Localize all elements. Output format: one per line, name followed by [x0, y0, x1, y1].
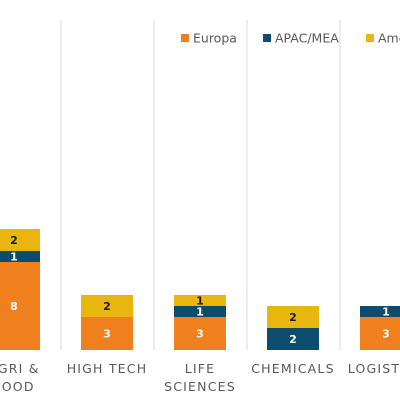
bar-segment — [267, 306, 319, 328]
data-label: 1 — [10, 251, 18, 264]
bar-segment — [174, 306, 226, 317]
data-label: 2 — [289, 311, 297, 324]
category-label: LIFE — [185, 361, 216, 376]
data-label: 1 — [196, 306, 204, 319]
legend-swatch — [366, 34, 374, 42]
bar-stacks — [0, 229, 400, 350]
legend-swatch — [263, 34, 271, 42]
category-label: HIGH TECH — [67, 361, 148, 376]
category-label: SCIENCES — [164, 379, 236, 394]
data-label: 3 — [382, 328, 390, 341]
data-label: 2 — [289, 333, 297, 346]
bar-segment — [360, 317, 400, 350]
legend-label: Europa — [193, 31, 237, 46]
data-label: 8 — [10, 300, 18, 313]
bar-segment — [267, 328, 319, 350]
data-label: 2 — [103, 300, 111, 313]
bar-segment — [0, 251, 40, 262]
bar-segment — [81, 317, 133, 350]
category-label: AGRI & — [0, 361, 40, 376]
legend-label: Amerika — [378, 31, 400, 46]
category-separators — [60, 20, 341, 350]
bar-segment — [174, 295, 226, 306]
category-tick-labels: AGRI & FOOD HIGH TECH LIFE SCIENCES CHEMICALS… — [0, 361, 400, 394]
category-label: FOOD — [0, 379, 35, 394]
data-label: 2 — [10, 234, 18, 247]
data-label: 1 — [382, 306, 390, 319]
legend: Europa APAC/MEA Amerika — [181, 31, 400, 46]
data-label: 3 — [103, 328, 111, 341]
bar-segment — [0, 229, 40, 251]
bar-segment — [360, 306, 400, 317]
legend-label: APAC/MEA — [275, 31, 339, 46]
category-label: CHEMICALS — [251, 361, 334, 376]
data-label: 1 — [196, 295, 204, 308]
bar-segment — [174, 317, 226, 350]
bar-segment — [81, 295, 133, 317]
data-label: 3 — [196, 328, 204, 341]
legend-swatch — [181, 34, 189, 42]
category-label: LOGISTICS — [348, 361, 400, 376]
bar-segment — [0, 262, 40, 350]
